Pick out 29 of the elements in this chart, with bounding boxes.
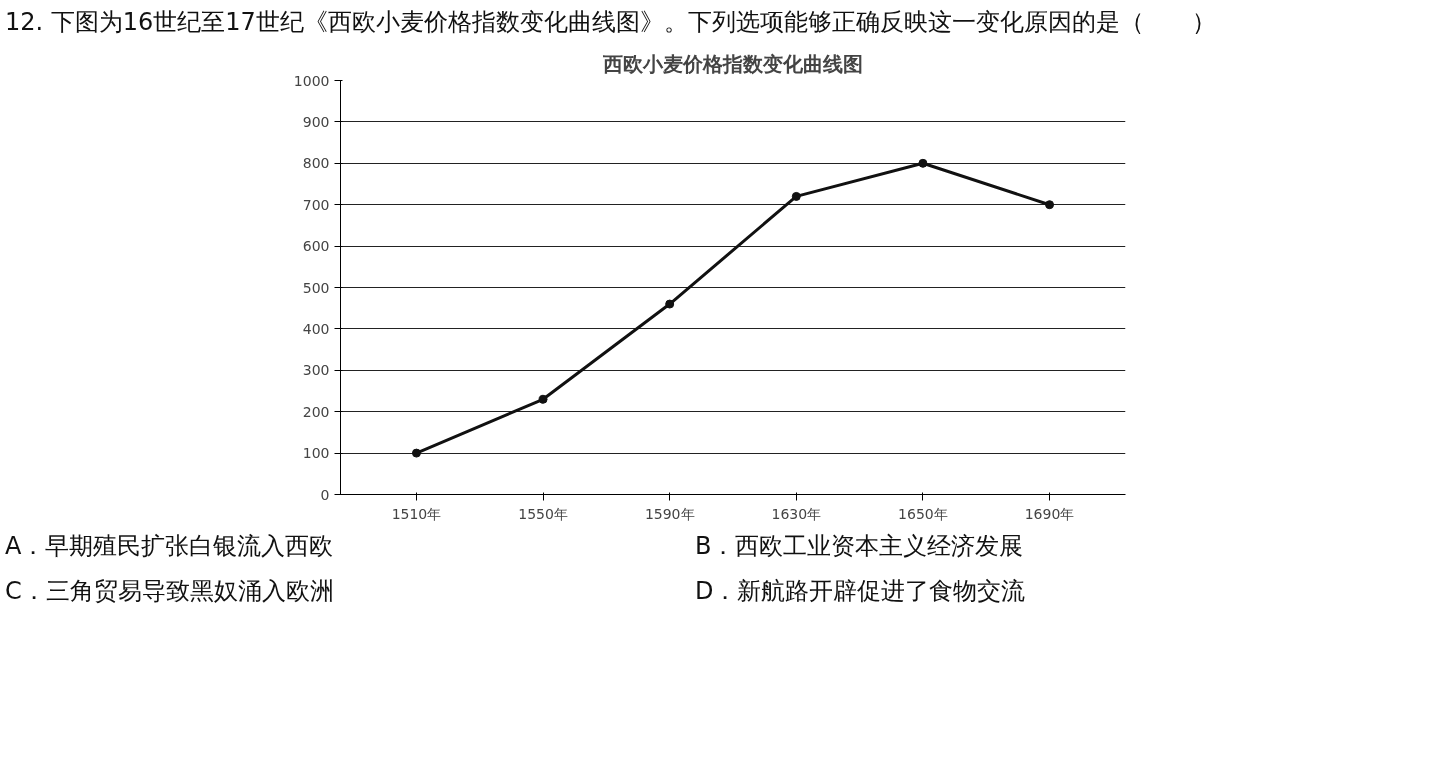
y-tick-label: 600 — [302, 238, 330, 255]
text: 12. 下图为16世纪至17世纪《西欧小麦价格指数变化曲线图》。下列选项能够正确反映这一变化原因的是（ ） — [5, 7, 1216, 38]
x-tick-label: 1630年 — [771, 505, 822, 522]
y-tick-label: 900 — [302, 114, 330, 131]
y-tick-label: 0 — [320, 486, 330, 503]
y-tick-label: 200 — [302, 403, 330, 420]
x-tick-label: 1550年 — [518, 505, 568, 522]
point — [538, 395, 548, 405]
text: B．西欧工业资本主义经济发展 — [695, 531, 1024, 563]
y-tick-label: 400 — [302, 321, 330, 338]
y-tick-label: 300 — [302, 362, 330, 379]
y-tick-label: 700 — [302, 196, 330, 213]
x-tick-label: 1690年 — [1024, 505, 1075, 522]
point — [411, 448, 421, 458]
y-tick-label: 800 — [302, 155, 330, 172]
x-tick-label: 1650年 — [898, 505, 948, 522]
point — [918, 159, 928, 169]
point — [665, 299, 675, 309]
text: C．三角贸易导致黑奴涌入欧洲 — [5, 575, 334, 607]
text: A．早期殖民扩张白银流入西欧 — [5, 531, 334, 563]
x-tick-label: 1590年 — [644, 505, 695, 522]
x-tick-label: 1510年 — [391, 505, 442, 522]
y-tick-label: 100 — [302, 445, 330, 462]
chart-title: 西欧小麦价格指数变化曲线图 — [602, 51, 863, 76]
text: D．新航路开辟促进了食物交流 — [695, 575, 1026, 607]
point — [1045, 200, 1055, 210]
point — [791, 192, 801, 202]
y-tick-label: 500 — [302, 279, 330, 296]
y-tick-label: 1000 — [293, 72, 330, 89]
